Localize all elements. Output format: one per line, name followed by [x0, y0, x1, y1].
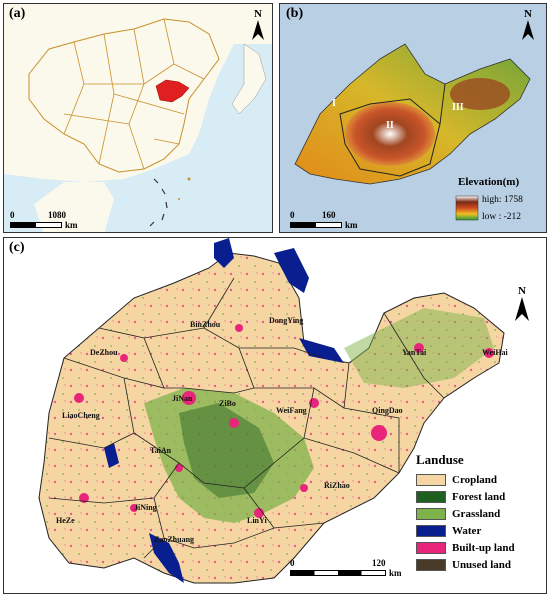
southern-lake-water [104, 443, 184, 583]
built-up-spots [74, 324, 494, 518]
scale-value: 160 [322, 210, 336, 220]
japan-land [231, 43, 267, 115]
panel-b-label: (b) [286, 6, 304, 21]
panel-b-elevation-map: (b) I II III N Elevation(m) high: 1758 l… [279, 3, 547, 233]
legend-label: Water [452, 524, 482, 537]
china-border [28, 18, 220, 173]
scale-zero: 0 [290, 210, 295, 220]
north-arrow-c: N [512, 285, 532, 326]
elevation-map-svg [294, 43, 531, 221]
legend-swatch [416, 507, 446, 520]
elevation-high: high: 1758 [482, 195, 523, 205]
city-label-binzhou: BinZhou [190, 320, 221, 329]
city-label-zibo: ZiBo [219, 399, 236, 408]
scale-bar-b: 0 160 km [290, 210, 360, 230]
city-label-weifang: WeiFang [276, 406, 307, 415]
legend-label: Built-up land [452, 541, 515, 554]
elevation-title: Elevation(m) [458, 176, 520, 188]
city-label-liaocheng: LiaoCheng [62, 411, 100, 420]
scale-bar-c: 0 120 km [290, 558, 410, 578]
scale-unit: km [65, 220, 78, 230]
central-forest-dark [179, 403, 274, 498]
city-label-jinan: JiNan [172, 394, 193, 403]
north-label: N [254, 8, 262, 20]
city-label-weihai: WeiHai [482, 348, 508, 357]
city-boundaries [48, 277, 445, 559]
scale-value: 120 [372, 558, 386, 568]
legend-item: Forest land [416, 488, 546, 505]
eastern-hills [450, 78, 510, 110]
legend-swatch [416, 473, 446, 486]
north-arrow-icon [522, 20, 534, 40]
north-arrow-icon [515, 297, 529, 321]
region-label-ii: II [386, 120, 394, 131]
city-label-linyi: LinYi [247, 516, 267, 525]
legend-item: Cropland [416, 471, 546, 488]
city-label-dezhou: DeZhou [90, 348, 118, 357]
legend-item: Unused land [416, 556, 546, 573]
legend-swatch [416, 524, 446, 537]
legend-label: Forest land [452, 490, 506, 503]
north-arrow-b: N [518, 8, 538, 45]
legend-swatch [416, 541, 446, 554]
elevation-legend-bar [455, 195, 479, 221]
region-label-iii: III [452, 102, 464, 113]
region-label-i: I [332, 98, 336, 109]
china-landmass [4, 4, 272, 182]
north-label: N [524, 8, 532, 20]
scale-zero: 0 [290, 558, 295, 568]
province-lines [63, 18, 205, 170]
legend-label: Cropland [452, 473, 498, 486]
city-label-rizhao: RiZhao [324, 481, 350, 490]
north-arrow-icon [252, 20, 264, 40]
legend-title: Landuse [416, 452, 464, 467]
north-arrow-a: N [248, 8, 268, 45]
landuse-legend: Landuse Cropland Forest land Grassland Wate… [416, 452, 546, 573]
city-label-qingdao: QingDao [372, 406, 403, 415]
region-boundaries [339, 83, 446, 177]
panel-a-china-location-map: (a) N 0 1080 km [3, 3, 273, 233]
north-label: N [518, 285, 526, 297]
southeast-asia-land [34, 182, 114, 232]
city-label-dongying: DongYing [269, 316, 304, 325]
legend-item: Built-up land [416, 539, 546, 556]
central-forest-area [144, 388, 314, 523]
scale-bar-a: 0 1080 km [10, 210, 80, 230]
shandong-highlight [155, 79, 190, 103]
panel-c-landuse-map: (c) N BinZhou DongYing DeZhou YanTai Wei… [3, 237, 547, 594]
landuse-map-svg [38, 238, 505, 584]
central-mountains [345, 102, 435, 166]
city-label-heze: HeZe [56, 516, 75, 525]
china-map-svg [4, 4, 272, 232]
elevation-low: low : -212 [482, 212, 522, 222]
nine-dash-line [149, 178, 168, 227]
legend-item: Water [416, 522, 546, 539]
city-label-jining: JiNing [134, 503, 157, 512]
legend-label: Grassland [452, 507, 501, 520]
legend-swatch [416, 490, 446, 503]
panel-c-label: (c) [9, 240, 25, 255]
scale-unit: km [389, 568, 402, 578]
yellow-river-delta-water [214, 238, 344, 363]
city-label-yantai: YanTai [402, 348, 427, 357]
panel-a-label: (a) [9, 6, 26, 21]
scale-value: 1080 [48, 210, 66, 220]
city-label-zaozhuang: ZaoZhuang [154, 535, 195, 544]
legend-item: Grassland [416, 505, 546, 522]
scale-unit: km [345, 220, 358, 230]
city-label-taian: TaiAn [150, 446, 172, 455]
legend-label: Unused land [452, 558, 512, 571]
scale-zero: 0 [10, 210, 15, 220]
legend-swatch [416, 558, 446, 571]
